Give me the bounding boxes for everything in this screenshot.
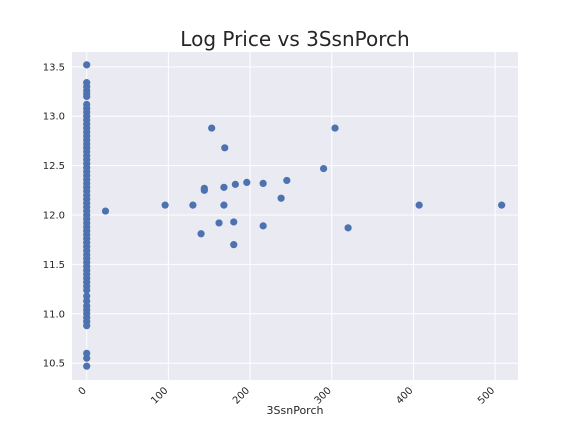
y-tick-label: 13.0 bbox=[43, 112, 65, 123]
data-point bbox=[277, 194, 285, 202]
data-point bbox=[83, 292, 91, 300]
data-points bbox=[83, 61, 506, 370]
data-point bbox=[415, 201, 423, 209]
data-point bbox=[83, 61, 91, 69]
data-point bbox=[161, 201, 169, 209]
data-point bbox=[344, 224, 352, 232]
data-point bbox=[230, 241, 238, 249]
data-point bbox=[243, 178, 251, 187]
data-point bbox=[83, 354, 91, 362]
data-point bbox=[83, 92, 91, 101]
data-point bbox=[83, 322, 91, 330]
data-point bbox=[319, 164, 328, 173]
data-point bbox=[231, 180, 239, 188]
data-point bbox=[259, 179, 267, 187]
data-point bbox=[230, 218, 238, 226]
data-point bbox=[189, 201, 197, 209]
data-point bbox=[221, 144, 229, 152]
data-point bbox=[83, 286, 91, 294]
y-tick-label: 12.0 bbox=[43, 211, 65, 222]
data-point bbox=[283, 176, 291, 185]
y-tick-label: 10.5 bbox=[43, 359, 65, 370]
data-point bbox=[331, 124, 339, 132]
x-axis-label: 3SsnPorch bbox=[267, 404, 324, 417]
data-point bbox=[208, 124, 216, 132]
y-tick-labels: 10.5 11.0 11.5 12.0 12.5 13.0 13.5 bbox=[43, 62, 65, 369]
data-point bbox=[101, 207, 110, 215]
y-tick-label: 13.5 bbox=[43, 62, 65, 73]
data-point bbox=[83, 349, 91, 357]
data-point bbox=[83, 297, 91, 305]
data-point bbox=[83, 362, 91, 370]
data-point bbox=[498, 201, 506, 209]
data-point bbox=[220, 183, 228, 191]
y-tick-label: 11.0 bbox=[43, 309, 65, 320]
data-point bbox=[200, 186, 208, 194]
grid-lines bbox=[72, 52, 518, 380]
y-tick-label: 12.5 bbox=[43, 161, 65, 172]
y-tick-label: 11.5 bbox=[43, 260, 65, 271]
data-point bbox=[215, 219, 223, 227]
data-point bbox=[197, 230, 205, 238]
chart-title: Log Price vs 3SsnPorch bbox=[180, 27, 409, 51]
plot-area bbox=[72, 52, 518, 380]
data-point bbox=[259, 222, 267, 230]
data-point bbox=[220, 201, 228, 209]
